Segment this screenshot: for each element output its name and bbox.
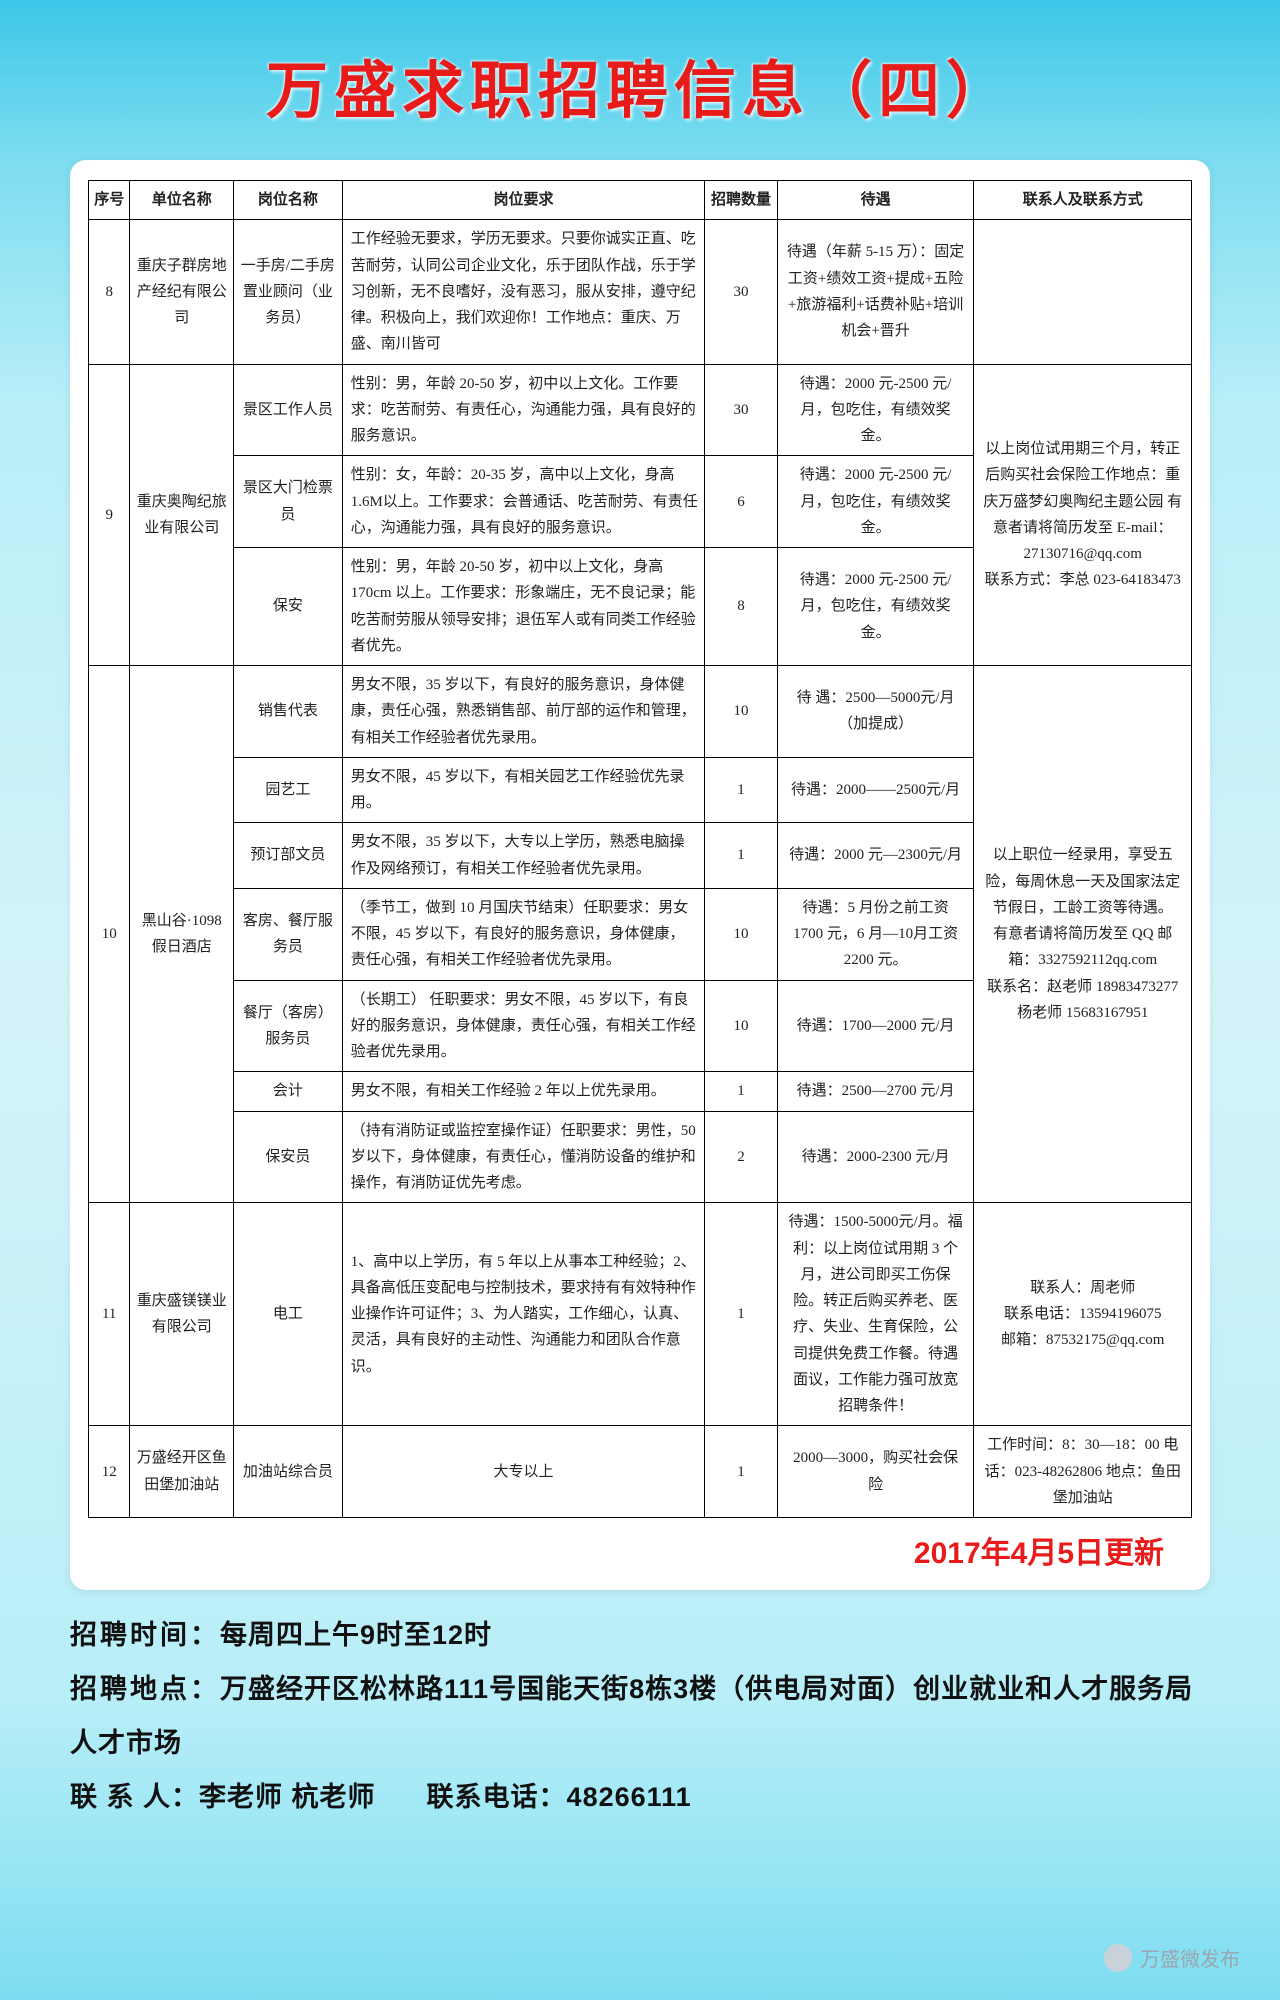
cell-treat: 待遇：2000 元-2500 元/月，包吃住，有绩效奖金。 xyxy=(777,364,974,456)
h-count: 招聘数量 xyxy=(705,181,777,220)
cell-count: 30 xyxy=(705,364,777,456)
cell-treat: 待遇：2000-2300 元/月 xyxy=(777,1111,974,1203)
cell-position: 客房、餐厅服务员 xyxy=(233,888,342,980)
cell-req: 男女不限，35 岁以下，大专以上学历，熟悉电脑操作及网络预订，有相关工作经验者优… xyxy=(342,823,704,889)
cell-req: 大专以上 xyxy=(342,1426,704,1518)
cell-company: 重庆奥陶纪旅业有限公司 xyxy=(130,364,234,666)
table-row: 11重庆盛镁镁业有限公司电工1、高中以上学历，有 5 年以上从事本工种经验；2、… xyxy=(89,1203,1192,1426)
cell-treat: 待遇：2000 元-2500 元/月，包吃住，有绩效奖金。 xyxy=(777,456,974,548)
cell-req: 性别：男，年龄 20-50 岁，初中以上文化，身高 170cm 以上。工作要求：… xyxy=(342,548,704,666)
cell-req: 男女不限，35 岁以下，有良好的服务意识，身体健康，责任心强，熟悉销售部、前厅部… xyxy=(342,666,704,758)
cell-count: 10 xyxy=(705,888,777,980)
table-row: 8重庆子群房地产经纪有限公司一手房/二手房 置业顾问（业务员）工作经验无要求，学… xyxy=(89,220,1192,364)
h-req: 岗位要求 xyxy=(342,181,704,220)
person-val: 李老师 杭老师 xyxy=(199,1782,376,1812)
table-row: 12万盛经开区鱼田堡加油站加油站综合员大专以上12000—3000，购买社会保险… xyxy=(89,1426,1192,1518)
cell-treat: 待 遇：2500—5000元/月（加提成） xyxy=(777,666,974,758)
tel-label: 联系电话： xyxy=(427,1782,567,1812)
cell-count: 8 xyxy=(705,548,777,666)
cell-position: 一手房/二手房 置业顾问（业务员） xyxy=(233,220,342,364)
cell-count: 1 xyxy=(705,1426,777,1518)
cell-count: 2 xyxy=(705,1111,777,1203)
source-tag: 万盛微发布 xyxy=(1104,1943,1240,1972)
table-panel: 序号 单位名称 岗位名称 岗位要求 招聘数量 待遇 联系人及联系方式 8重庆子群… xyxy=(70,160,1210,1590)
time-val: 每周四上午9时至12时 xyxy=(220,1620,492,1650)
cell-position: 餐厅（客房）服务员 xyxy=(233,980,342,1072)
cell-req: 男女不限，45 岁以下，有相关园艺工作经验优先录用。 xyxy=(342,757,704,823)
cell-count: 1 xyxy=(705,757,777,823)
footer-time: 招聘时间：每周四上午9时至12时 xyxy=(70,1608,1210,1662)
wechat-icon xyxy=(1104,1944,1132,1972)
cell-no: 11 xyxy=(89,1203,130,1426)
h-position: 岗位名称 xyxy=(233,181,342,220)
cell-count: 1 xyxy=(705,1072,777,1111)
cell-treat: 待遇（年薪 5-15 万）：固定工资+绩效工资+提成+五险+旅游福利+话费补贴+… xyxy=(777,220,974,364)
table-row: 10黑山谷·1098 假日酒店销售代表男女不限，35 岁以下，有良好的服务意识，… xyxy=(89,666,1192,758)
h-company: 单位名称 xyxy=(130,181,234,220)
cell-company: 黑山谷·1098 假日酒店 xyxy=(130,666,234,1203)
cell-req: 工作经验无要求，学历无要求。只要你诚实正直、吃苦耐劳，认同公司企业文化，乐于团队… xyxy=(342,220,704,364)
time-label: 招聘时间： xyxy=(70,1620,220,1650)
cell-position: 加油站综合员 xyxy=(233,1426,342,1518)
cell-req: （持有消防证或监控室操作证）任职要求：男性，50 岁以下，身体健康，有责任心，懂… xyxy=(342,1111,704,1203)
cell-req: 性别：男，年龄 20-50 岁，初中以上文化。工作要求：吃苦耐劳、有责任心，沟通… xyxy=(342,364,704,456)
cell-contact: 联系人：周老师 联系电话：13594196075 邮箱：87532175@qq.… xyxy=(974,1203,1192,1426)
page-title: 万盛求职招聘信息（四） xyxy=(0,0,1280,160)
cell-contact: 以上岗位试用期三个月，转正后购买社会保险工作地点：重庆万盛梦幻奥陶纪主题公园 有… xyxy=(974,364,1192,666)
cell-company: 万盛经开区鱼田堡加油站 xyxy=(130,1426,234,1518)
cell-treat: 待遇：5 月份之前工资 1700 元，6 月—10月工资 2200 元。 xyxy=(777,888,974,980)
cell-company: 重庆子群房地产经纪有限公司 xyxy=(130,220,234,364)
h-no: 序号 xyxy=(89,181,130,220)
update-date: 2017年4月5日更新 xyxy=(88,1518,1192,1576)
cell-contact: 以上职位一经录用，享受五险，每周休息一天及国家法定节假日，工龄工资等待遇。 有意… xyxy=(974,666,1192,1203)
cell-count: 6 xyxy=(705,456,777,548)
cell-no: 10 xyxy=(89,666,130,1203)
table-row: 9重庆奥陶纪旅业有限公司景区工作人员性别：男，年龄 20-50 岁，初中以上文化… xyxy=(89,364,1192,456)
cell-no: 8 xyxy=(89,220,130,364)
cell-position: 销售代表 xyxy=(233,666,342,758)
footer: 招聘时间：每周四上午9时至12时 招聘地点：万盛经开区松林路111号国能天街8栋… xyxy=(0,1590,1280,1824)
cell-position: 景区大门检票员 xyxy=(233,456,342,548)
cell-treat: 待遇：1700—2000 元/月 xyxy=(777,980,974,1072)
cell-count: 1 xyxy=(705,1203,777,1426)
cell-contact: 工作时间：8：30—18：00 电话：023-48262806 地点：鱼田堡加油… xyxy=(974,1426,1192,1518)
footer-person: 联 系 人：李老师 杭老师 联系电话：48266111 xyxy=(70,1770,1210,1824)
person-label: 联 系 人： xyxy=(70,1782,199,1812)
cell-no: 12 xyxy=(89,1426,130,1518)
tel-val: 48266111 xyxy=(567,1782,692,1812)
cell-req: （长期工） 任职要求：男女不限，45 岁以下，有良好的服务意识，身体健康，责任心… xyxy=(342,980,704,1072)
cell-treat: 待遇：2000 元—2300元/月 xyxy=(777,823,974,889)
cell-position: 园艺工 xyxy=(233,757,342,823)
cell-company: 重庆盛镁镁业有限公司 xyxy=(130,1203,234,1426)
cell-treat: 待遇：2000 元-2500 元/月，包吃住，有绩效奖金。 xyxy=(777,548,974,666)
cell-treat: 待遇：1500-5000元/月。福利：以上岗位试用期 3 个月，进公司即买工伤保… xyxy=(777,1203,974,1426)
h-treat: 待遇 xyxy=(777,181,974,220)
cell-position: 保安 xyxy=(233,548,342,666)
job-table: 序号 单位名称 岗位名称 岗位要求 招聘数量 待遇 联系人及联系方式 8重庆子群… xyxy=(88,180,1192,1518)
cell-position: 会计 xyxy=(233,1072,342,1111)
cell-treat: 待遇：2500—2700 元/月 xyxy=(777,1072,974,1111)
cell-count: 10 xyxy=(705,980,777,1072)
cell-position: 电工 xyxy=(233,1203,342,1426)
cell-count: 30 xyxy=(705,220,777,364)
place-val: 万盛经开区松林路111号国能天街8栋3楼（供电局对面）创业就业和人才服务局人才市… xyxy=(70,1674,1193,1758)
source-text: 万盛微发布 xyxy=(1140,1943,1240,1972)
cell-contact xyxy=(974,220,1192,364)
place-label: 招聘地点： xyxy=(70,1674,220,1704)
cell-treat: 待遇：2000——2500元/月 xyxy=(777,757,974,823)
cell-req: 1、高中以上学历，有 5 年以上从事本工种经验；2、具备高低压变配电与控制技术，… xyxy=(342,1203,704,1426)
cell-position: 保安员 xyxy=(233,1111,342,1203)
cell-count: 10 xyxy=(705,666,777,758)
cell-req: 性别：女，年龄：20-35 岁，高中以上文化，身高 1.6M以上。工作要求：会普… xyxy=(342,456,704,548)
cell-no: 9 xyxy=(89,364,130,666)
cell-position: 景区工作人员 xyxy=(233,364,342,456)
cell-position: 预订部文员 xyxy=(233,823,342,889)
cell-req: 男女不限，有相关工作经验 2 年以上优先录用。 xyxy=(342,1072,704,1111)
cell-treat: 2000—3000，购买社会保险 xyxy=(777,1426,974,1518)
header-row: 序号 单位名称 岗位名称 岗位要求 招聘数量 待遇 联系人及联系方式 xyxy=(89,181,1192,220)
cell-req: （季节工，做到 10 月国庆节结束）任职要求：男女不限，45 岁以下，有良好的服… xyxy=(342,888,704,980)
h-contact: 联系人及联系方式 xyxy=(974,181,1192,220)
footer-place: 招聘地点：万盛经开区松林路111号国能天街8栋3楼（供电局对面）创业就业和人才服… xyxy=(70,1662,1210,1770)
cell-count: 1 xyxy=(705,823,777,889)
